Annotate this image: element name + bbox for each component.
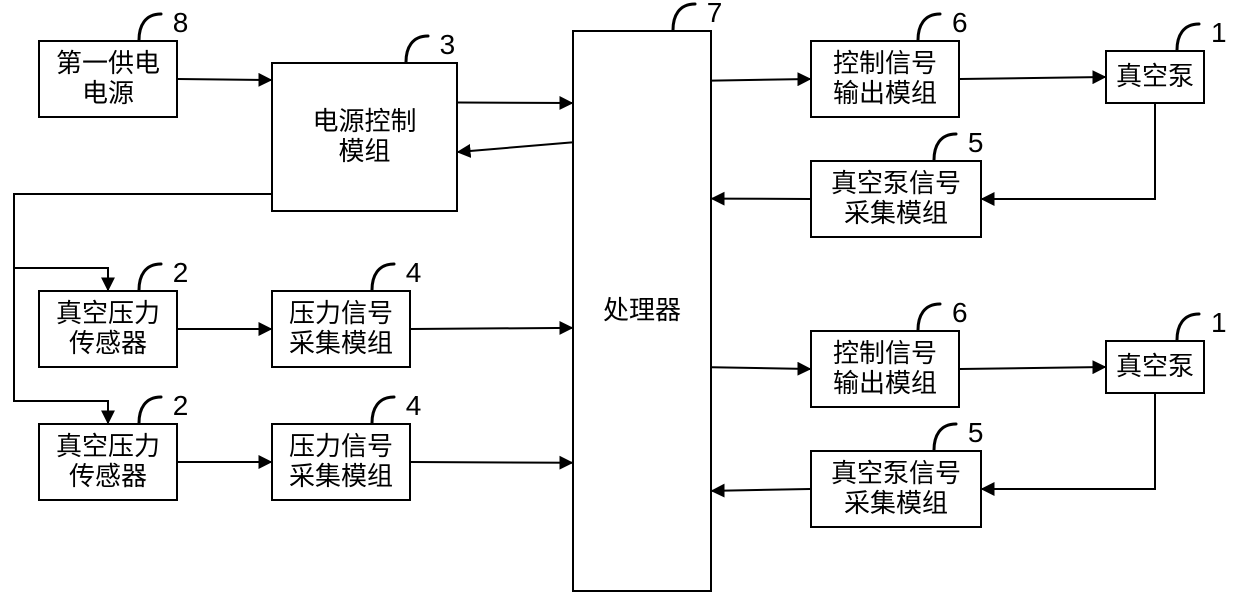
- edge: [178, 79, 271, 80]
- edge: [712, 489, 810, 491]
- block-n2a: 真空压力 传感器: [38, 290, 178, 368]
- ref-label: 1: [1211, 17, 1227, 49]
- block-n8: 第一供电 电源: [38, 40, 178, 118]
- block-n7: 处理器: [572, 30, 712, 592]
- ref-label: 5: [968, 417, 984, 449]
- block-n4b: 压力信号 采集模组: [271, 423, 411, 501]
- ref-label: 2: [173, 257, 189, 289]
- edge: [411, 328, 572, 329]
- block-n3: 电源控制 模组: [271, 62, 458, 212]
- ref-label: 5: [968, 127, 984, 159]
- block-n5a: 真空泵信号 采集模组: [810, 160, 982, 238]
- block-n6b: 控制信号 输出模组: [810, 330, 960, 408]
- ref-label: 8: [173, 7, 189, 39]
- ref-flag: [368, 258, 408, 294]
- edge-elbow: [982, 104, 1155, 199]
- ref-flag: [135, 8, 175, 44]
- ref-flag: [135, 391, 175, 427]
- ref-flag: [914, 298, 954, 334]
- edge: [712, 367, 810, 369]
- edge: [960, 77, 1105, 79]
- edge: [458, 142, 572, 152]
- ref-flag: [914, 8, 954, 44]
- edge: [458, 103, 572, 104]
- block-n1a: 真空泵: [1105, 50, 1205, 104]
- ref-label: 3: [440, 29, 456, 61]
- ref-flag: [930, 128, 970, 164]
- ref-label: 4: [406, 390, 422, 422]
- ref-label: 2: [173, 390, 189, 422]
- ref-flag: [135, 258, 175, 294]
- diagram-stage: 第一供电 电源电源控制 模组处理器真空压力 传感器真空压力 传感器压力信号 采集…: [0, 0, 1239, 614]
- ref-flag: [1173, 18, 1213, 54]
- ref-flag: [930, 418, 970, 454]
- ref-label: 4: [406, 257, 422, 289]
- ref-label: 1: [1211, 307, 1227, 339]
- edge: [411, 462, 572, 463]
- ref-label: 7: [707, 0, 723, 29]
- block-n1b: 真空泵: [1105, 340, 1205, 394]
- ref-flag: [368, 391, 408, 427]
- edge-elbow: [982, 394, 1155, 489]
- ref-flag: [402, 30, 442, 66]
- block-n5b: 真空泵信号 采集模组: [810, 450, 982, 528]
- block-n2b: 真空压力 传感器: [38, 423, 178, 501]
- ref-label: 6: [952, 297, 968, 329]
- block-n4a: 压力信号 采集模组: [271, 290, 411, 368]
- block-n6a: 控制信号 输出模组: [810, 40, 960, 118]
- edge: [712, 79, 810, 81]
- ref-flag: [1173, 308, 1213, 344]
- ref-label: 6: [952, 7, 968, 39]
- edge: [960, 367, 1105, 369]
- ref-flag: [669, 0, 709, 34]
